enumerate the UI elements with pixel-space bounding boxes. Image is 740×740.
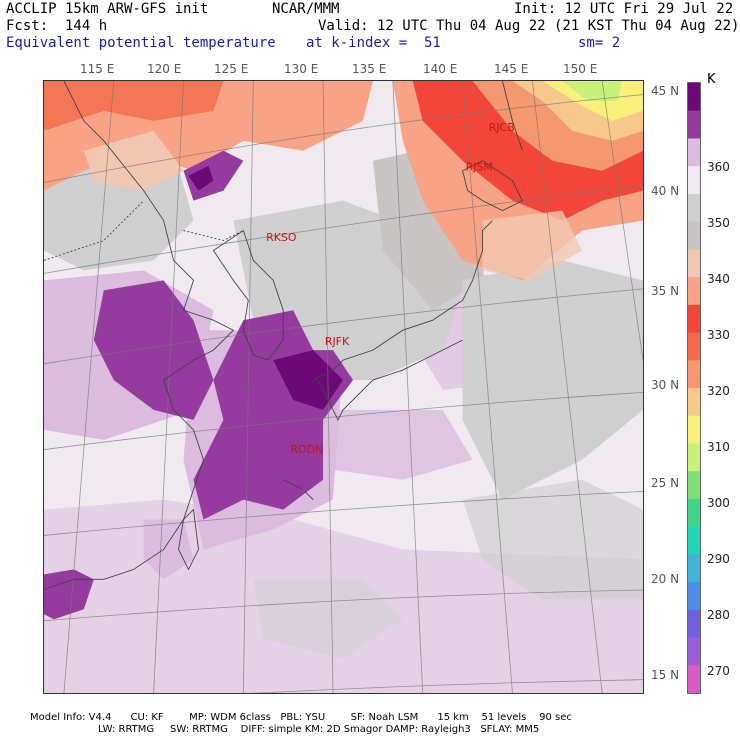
model-info-line2: LW: RRTMG SW: RRTMG DIFF: simple KM: 2D … [98,724,540,735]
model-info-line1: Model Info: V4.4 CU: KF MP: WDM 6class P… [30,712,572,723]
field-region [562,81,623,101]
colorbar-tick-label: 350 [707,216,730,230]
lat-label: 15 N [651,668,680,682]
lat-label: 45 N [651,84,680,98]
colorbar-swatch [688,498,700,528]
lon-label: 120 E [147,62,182,76]
field-region [44,81,224,131]
graticule [44,81,643,693]
colorbar-swatch [688,249,700,278]
colorbar-tick-label: 300 [707,496,730,510]
colorbar-swatch [688,554,700,583]
field-name: Equivalent potential temperature [6,35,276,51]
station-label: RJSM [466,160,493,173]
station-label: RODN [290,443,323,456]
field-region [44,569,94,620]
colorbar-swatch [688,388,700,417]
coastlines [44,81,524,590]
smoothing-label: sm= 2 [578,35,621,51]
lon-label: 115 E [80,62,115,76]
colorbar-swatch [688,138,700,167]
colorbar-tick-label: 290 [707,552,730,566]
lon-label: 130 E [284,62,319,76]
colorbar [687,82,701,694]
field-region [93,280,214,420]
lat-label: 25 N [651,476,680,490]
colorbar-swatch [688,83,700,112]
colorbar-swatch [688,332,700,361]
colorbar-swatch [688,193,700,223]
field-region [333,409,473,480]
colorbar-swatch [688,110,700,139]
init-time: Init: 12 UTC Fri 29 Jul 22 [514,1,734,17]
colorbar-swatch [688,609,700,639]
colorbar-tick-label: 280 [707,608,730,622]
lat-label: 30 N [651,378,680,392]
field-region [462,479,643,600]
lat-label: 35 N [651,284,680,298]
colorbar-unit: K [707,72,716,87]
colorbar-swatch [688,277,700,306]
field-region [188,165,214,191]
lon-label: 150 E [563,62,598,76]
lat-label: 20 N [651,572,680,586]
colorbar-tick-label: 310 [707,440,730,454]
valid-time: Valid: 12 UTC Thu 04 Aug 22 (21 KST Thu … [318,18,740,34]
lon-label: 135 E [352,62,387,76]
colorbar-tick-label: 360 [707,160,730,174]
colorbar-swatch [688,166,700,195]
colorbar-swatch [688,221,700,250]
institution-label: NCAR/MMM [272,1,340,17]
station-label: RKSO [266,231,296,244]
colorbar-swatch [688,637,700,666]
level-label: at k-index = 51 [306,35,441,51]
lon-label: 145 E [494,62,529,76]
station-label: RJCB [489,121,515,134]
equivalent-potential-temperature-map: RJCB RJSM RKSO RJFK RODN [43,80,644,694]
model-title: ACCLIP 15km ARW-GFS init [6,1,209,17]
colorbar-tick-label: 340 [707,272,730,286]
lon-label: 125 E [214,62,249,76]
colorbar-swatch [688,526,700,555]
colorbar-swatch [688,471,700,500]
station-label: RJFK [325,335,350,348]
lat-label: 40 N [651,184,680,198]
field-region [462,260,643,500]
colorbar-swatch [688,665,700,693]
colorbar-tick-label: 270 [707,664,730,678]
colorbar-swatch [688,415,700,444]
forecast-hour: Fcst: 144 h [6,18,108,34]
colorbar-tick-label: 320 [707,384,730,398]
field-region [482,210,583,281]
colorbar-swatch [688,582,700,611]
lon-label: 140 E [423,62,458,76]
colorbar-swatch [688,360,700,389]
colorbar-swatch [688,304,700,334]
colorbar-swatch [688,443,700,472]
colorbar-tick-label: 330 [707,328,730,342]
